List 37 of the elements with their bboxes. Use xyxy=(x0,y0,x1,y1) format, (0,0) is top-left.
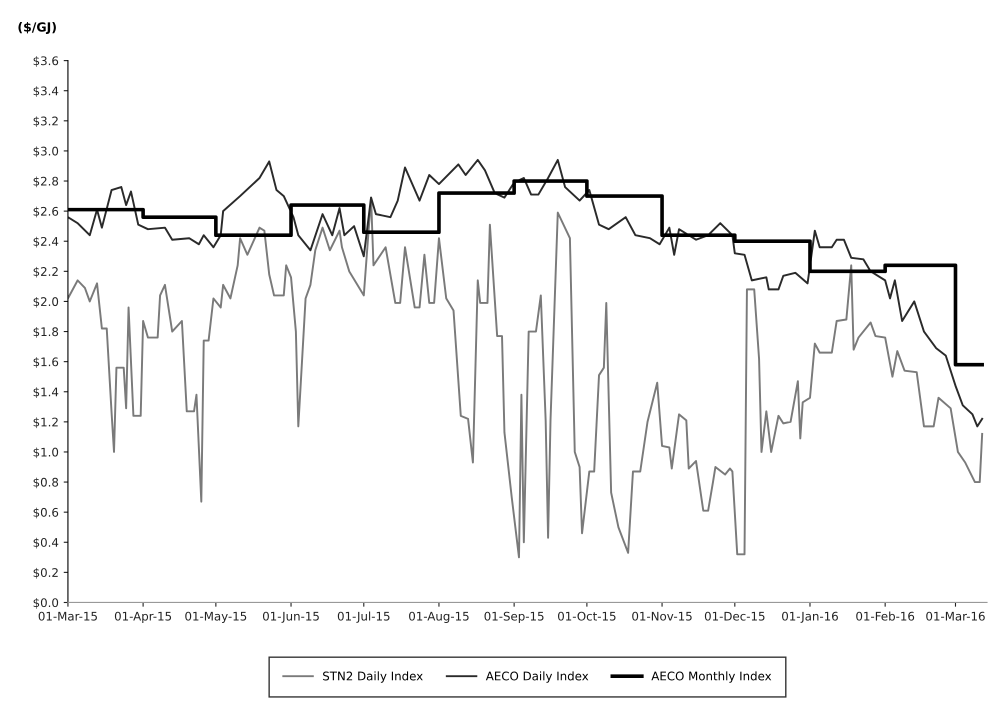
y-tick-label: $0.8 xyxy=(34,478,58,488)
x-tick-label: 01-Apr-15 xyxy=(114,612,172,623)
y-tick-label: $1.4 xyxy=(34,387,58,398)
y-tick-label: $0.0 xyxy=(34,598,58,609)
x-tick-label: 01-Mar-16 xyxy=(926,612,985,621)
y-tick-label: $2.2 xyxy=(34,266,58,278)
x-tick-label: 01-May-15 xyxy=(185,612,246,623)
legend-label: AECO Monthly Index xyxy=(651,671,772,683)
x-tick-label: 01-Dec-15 xyxy=(704,612,764,621)
y-tick-label: $1.8 xyxy=(34,327,58,338)
x-tick-label: 01-Jan-16 xyxy=(782,612,838,623)
x-tick-label: 01-Feb-16 xyxy=(856,612,914,621)
y-tick-label: $1.2 xyxy=(34,417,58,428)
y-axis-title: ($/GJ) xyxy=(18,22,56,34)
y-tick-label: $2.4 xyxy=(34,236,58,248)
x-tick-label: 01-Oct-15 xyxy=(558,612,616,621)
x-tick-label: 01-Sep-15 xyxy=(484,612,544,623)
y-tick-label: $1.0 xyxy=(34,447,58,458)
line-series xyxy=(68,158,984,428)
y-tick-label: $1.6 xyxy=(34,357,58,368)
y-tick-label: $3.6 xyxy=(34,56,58,67)
x-tick-label: 01-Mar-15 xyxy=(38,612,97,621)
y-tick-label: $0.6 xyxy=(34,508,58,518)
y-tick-label: $0.2 xyxy=(34,568,58,579)
y-tick-label: $3.0 xyxy=(34,146,58,158)
x-tick-label: 01-Jun-15 xyxy=(262,612,319,623)
y-tick-label: $2.6 xyxy=(34,206,58,218)
y-tick-label: $0.4 xyxy=(34,538,58,548)
x-tick-label: 01-Jul-15 xyxy=(338,612,390,623)
y-tick-label: $3.4 xyxy=(34,86,58,97)
x-tick-label: 01-Aug-15 xyxy=(409,612,469,623)
y-tick-label: $2.0 xyxy=(34,296,58,308)
y-tick-label: $2.8 xyxy=(34,176,58,188)
legend-label: AECO Daily Index xyxy=(486,671,588,683)
x-tick-label: 01-Nov-15 xyxy=(632,612,692,621)
legend-label: STN2 Daily Index xyxy=(323,671,423,683)
y-tick-label: $3.2 xyxy=(34,116,58,128)
